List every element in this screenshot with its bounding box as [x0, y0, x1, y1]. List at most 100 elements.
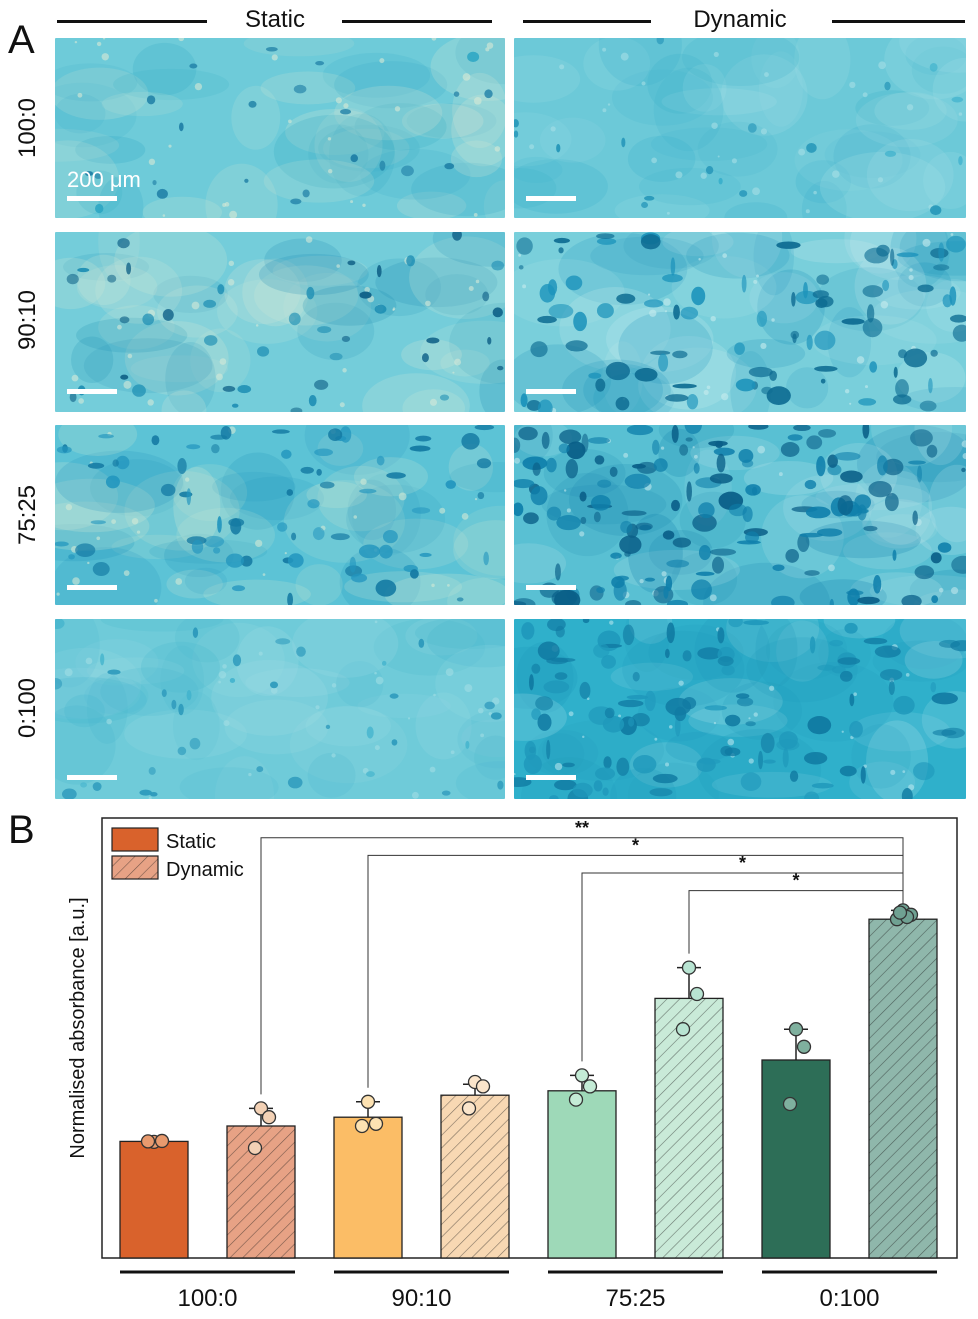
static-column-title: Static	[244, 6, 306, 33]
pale-fleck	[727, 738, 735, 746]
stain-patch	[220, 452, 295, 530]
stain-patch	[346, 484, 446, 554]
stained-cell	[351, 573, 368, 583]
pale-fleck	[529, 144, 535, 150]
stained-cell	[492, 307, 503, 318]
data-point-90-10-dynamic	[461, 1101, 477, 1116]
pale-fleck	[85, 657, 93, 665]
pale-fleck	[131, 517, 139, 525]
stain-patch	[662, 232, 734, 257]
pale-fleck	[703, 389, 709, 395]
stained-cell	[849, 720, 863, 738]
stained-cell	[617, 699, 644, 708]
stained-cell	[684, 425, 702, 434]
pale-fleck	[938, 587, 944, 593]
pale-fleck	[433, 693, 436, 697]
stained-cell	[930, 205, 942, 216]
category-label: 100:0	[177, 1285, 237, 1312]
pale-fleck	[844, 388, 850, 394]
stained-cell	[741, 274, 747, 293]
stained-cell	[537, 713, 552, 731]
stained-cell	[766, 386, 791, 405]
stain-patch	[720, 54, 808, 136]
stained-cell	[913, 762, 935, 781]
stained-cell	[306, 286, 315, 300]
stained-cell	[931, 692, 958, 705]
stained-cell	[546, 739, 551, 760]
stained-cell	[635, 522, 653, 531]
pale-fleck	[641, 81, 646, 86]
pale-fleck	[514, 772, 516, 776]
stained-cell	[634, 367, 658, 382]
stain-patch	[514, 259, 625, 327]
scale-bar	[67, 196, 117, 201]
pale-fleck	[305, 236, 313, 243]
pale-fleck	[880, 301, 889, 309]
stain-patch	[648, 529, 713, 575]
data-point-75-25-static	[574, 1068, 590, 1083]
stained-cell	[776, 241, 801, 249]
pale-fleck	[374, 745, 380, 751]
stain-patch	[322, 52, 431, 98]
stained-cell	[521, 622, 535, 640]
stained-cell	[426, 337, 440, 344]
pale-fleck	[147, 399, 154, 406]
stained-cell	[379, 160, 386, 171]
stained-cell	[929, 62, 938, 72]
stain-patch	[317, 431, 364, 466]
stained-cell	[579, 491, 587, 502]
stained-cell	[546, 657, 568, 665]
stain-patch	[824, 131, 921, 178]
pale-fleck	[219, 358, 227, 365]
stained-cell	[912, 510, 918, 525]
stained-cell	[740, 772, 762, 791]
stained-cell	[686, 393, 699, 410]
stained-cell	[203, 535, 225, 548]
stain-patch	[76, 265, 158, 310]
stained-cell	[926, 444, 938, 458]
stained-cell	[55, 541, 69, 547]
stain-patch	[217, 279, 318, 344]
stained-cell	[626, 425, 654, 436]
stained-cell	[790, 330, 800, 340]
stained-cell	[644, 195, 655, 201]
stained-cell	[595, 378, 606, 392]
pale-fleck	[731, 158, 737, 164]
stained-cell	[839, 765, 857, 777]
stained-cell	[359, 291, 372, 299]
stained-cell	[804, 570, 820, 576]
stain-patch	[823, 619, 896, 639]
pale-fleck	[178, 38, 185, 42]
pale-fleck	[379, 58, 385, 64]
stained-cell	[747, 123, 757, 133]
stained-cell	[290, 407, 303, 412]
pale-fleck	[841, 730, 844, 733]
stained-cell	[820, 378, 826, 384]
stain-patch	[409, 236, 505, 319]
pale-fleck	[398, 492, 407, 501]
stain-patch	[142, 196, 223, 218]
scale-bar	[67, 389, 117, 394]
pale-fleck	[127, 353, 133, 359]
pale-fleck	[649, 309, 657, 317]
stained-cell	[672, 383, 697, 389]
stained-cell	[573, 311, 587, 332]
stained-cell	[628, 717, 635, 727]
stained-cell	[467, 51, 480, 63]
stained-cell	[736, 697, 754, 707]
micrograph-0-100-static	[55, 619, 505, 799]
stained-cell	[857, 596, 880, 605]
row-label-90-10: 90:10	[14, 289, 41, 351]
stained-cell	[107, 274, 117, 283]
pale-fleck	[353, 515, 358, 519]
stained-cell	[456, 597, 464, 602]
pale-fleck	[154, 598, 158, 603]
stained-cell	[75, 543, 96, 557]
stained-cell	[896, 252, 919, 258]
stain-patch	[344, 571, 463, 603]
significance-layer: *****	[260, 818, 904, 1095]
stained-cell	[287, 776, 303, 789]
stained-cell	[804, 479, 817, 490]
bar-0-100-static	[761, 1059, 831, 1259]
stained-cell	[177, 746, 187, 756]
